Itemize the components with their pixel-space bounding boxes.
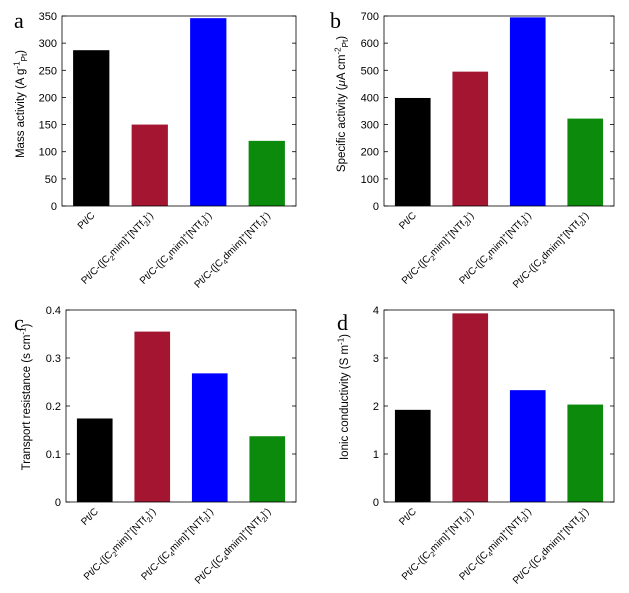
bars-b (394, 17, 604, 206)
bar-c-2 (134, 331, 171, 502)
y-tick-label: 0 (55, 497, 61, 509)
y-tick-label: 300 (39, 38, 57, 50)
y-tick-label: 0 (51, 201, 57, 213)
y-tick-label: 700 (361, 11, 379, 23)
bar-d-2 (452, 313, 489, 502)
y-tick-label: 1 (373, 449, 379, 461)
ylabel-a: Mass activity (A g-1Pt) (13, 50, 30, 158)
y-ticks-c: 0 0.1 0.2 0.3 0.4 (46, 305, 296, 509)
y-ticks-a: 0 50 100 150 200 250 300 350 (39, 11, 296, 213)
category-labels-c: Pt/CPt/C-([C2mim]+[NTf2]-)Pt/C-([C4mim]+… (79, 506, 273, 586)
y-tick-label: 350 (39, 11, 57, 23)
y-tick-label: 4 (373, 305, 379, 317)
bars-a (73, 18, 285, 207)
y-tick-label: 0.3 (46, 353, 61, 365)
y-tick-label: 0.1 (46, 449, 61, 461)
panel-d: d Ionic conductivity (S m-1) 0 1 2 3 4 Pt/CP… (337, 305, 615, 587)
y-tick-label: 200 (361, 147, 379, 159)
y-tick-label: 100 (39, 147, 57, 159)
bar-d-3 (509, 390, 546, 502)
bar-b-3 (509, 17, 546, 206)
bar-b-2 (452, 71, 489, 206)
y-tick-label: 3 (373, 353, 379, 365)
ylabel-c: Transport resistance (s cm-1) (19, 323, 33, 470)
bar-d-4 (567, 404, 604, 502)
ylabel-d: Ionic conductivity (S m-1) (337, 334, 351, 460)
panel-b: b Specific activity (μA cm-2Pt) 0 100 200 3… (330, 8, 615, 291)
bar-c-3 (191, 373, 228, 502)
ylabel-b: Specific activity (μA cm-2Pt) (334, 36, 351, 172)
bar-c-4 (249, 436, 286, 502)
bar-a-2 (131, 124, 168, 206)
category-label: Pt/C (76, 210, 98, 232)
panel-letter-c: c (14, 310, 24, 335)
y-tick-label: 0.4 (46, 305, 61, 317)
category-labels-b: Pt/CPt/C-([C2mim]+[NTf2]-)Pt/C-([C4mim]+… (397, 210, 591, 290)
plot-frame-d (383, 309, 615, 503)
y-tick-label: 0.2 (46, 401, 61, 413)
y-tick-label: 600 (361, 38, 379, 50)
y-tick-label: 400 (361, 92, 379, 104)
panel-letter-b: b (330, 8, 341, 33)
y-tick-label: 500 (361, 65, 379, 77)
panel-letter-d: d (337, 310, 348, 335)
category-labels-d: Pt/CPt/C-([C2mim]+[NTf2]-)Pt/C-([C4mim]+… (397, 506, 591, 586)
y-tick-label: 0 (373, 201, 379, 213)
y-tick-label: 0 (373, 497, 379, 509)
bar-a-4 (248, 140, 285, 206)
category-label: Pt/C (397, 210, 419, 232)
y-tick-label: 300 (361, 120, 379, 132)
bar-d-1 (394, 409, 431, 502)
bar-a-3 (190, 18, 227, 207)
bars-d (394, 313, 604, 502)
bar-c-1 (76, 418, 113, 502)
category-label: Pt/C (397, 506, 419, 528)
y-tick-label: 2 (373, 401, 379, 413)
plot-frame-b (383, 15, 615, 207)
y-tick-label: 50 (45, 174, 57, 186)
panel-letter-a: a (14, 8, 24, 33)
bar-b-1 (394, 97, 431, 206)
panel-c: c Transport resistance (s cm-1) 00.10.20… (14, 305, 297, 587)
category-label: Pt/C (79, 506, 101, 528)
y-ticks-d: 0 1 2 3 4 (373, 305, 614, 509)
y-tick-label: 250 (39, 65, 57, 77)
y-tick-label: 200 (39, 92, 57, 104)
y-tick-label: 100 (361, 174, 379, 186)
y-ticks-b: 0 100 200 300 400 500 600 700 (361, 11, 614, 213)
plot-frame-a (61, 15, 297, 207)
bars-c (76, 331, 286, 502)
bar-b-4 (567, 118, 604, 206)
category-labels-a: Pt/CPt/C-([C2mim]+[NTf2]-)Pt/C-([C4mim]+… (76, 210, 273, 290)
panel-a: a Mass activity (A g-1Pt) 0 50 100 150 200 25… (13, 8, 297, 291)
plot-frame-c (65, 309, 297, 503)
bar-a-1 (73, 50, 110, 207)
y-tick-label: 150 (39, 120, 57, 132)
